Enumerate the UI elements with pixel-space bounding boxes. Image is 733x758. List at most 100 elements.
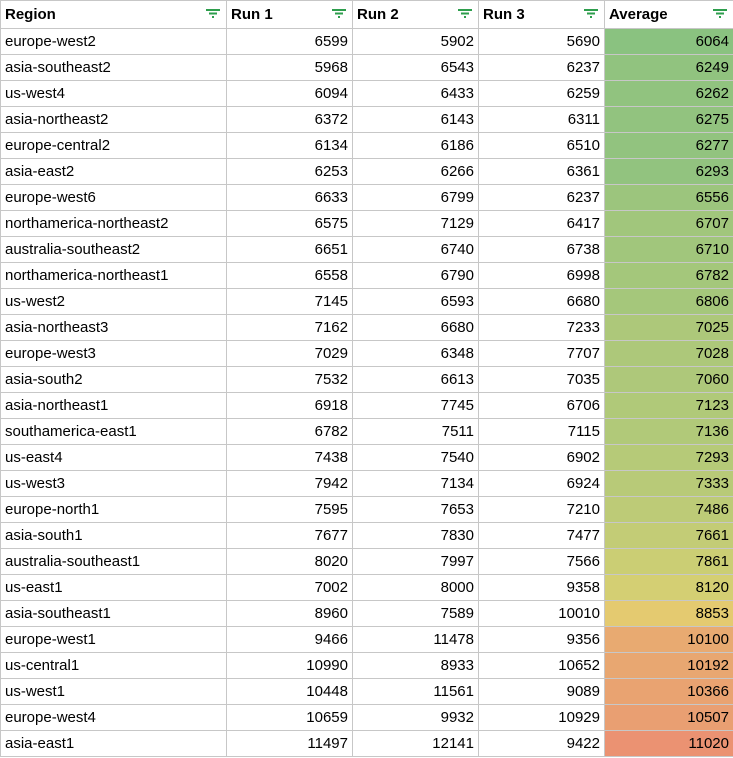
cell-average[interactable]: 6277: [604, 132, 733, 159]
cell-average[interactable]: 6262: [604, 80, 733, 107]
cell-region[interactable]: us-west3: [0, 470, 227, 497]
cell-run3[interactable]: 10652: [478, 652, 605, 679]
cell-run1[interactable]: 9466: [226, 626, 353, 653]
cell-region[interactable]: europe-north1: [0, 496, 227, 523]
filter-icon[interactable]: [332, 9, 346, 19]
cell-run2[interactable]: 6680: [352, 314, 479, 341]
cell-run3[interactable]: 7035: [478, 366, 605, 393]
cell-run2[interactable]: 11478: [352, 626, 479, 653]
cell-run3[interactable]: 10010: [478, 600, 605, 627]
cell-run3[interactable]: 6680: [478, 288, 605, 315]
cell-run2[interactable]: 7589: [352, 600, 479, 627]
filter-icon[interactable]: [584, 9, 598, 19]
cell-average[interactable]: 10366: [604, 678, 733, 705]
cell-region[interactable]: asia-south2: [0, 366, 227, 393]
cell-run1[interactable]: 7145: [226, 288, 353, 315]
cell-average[interactable]: 7486: [604, 496, 733, 523]
cell-run3[interactable]: 6924: [478, 470, 605, 497]
cell-average[interactable]: 8853: [604, 600, 733, 627]
cell-region[interactable]: asia-east2: [0, 158, 227, 185]
cell-run3[interactable]: 7566: [478, 548, 605, 575]
header-region[interactable]: Region: [0, 0, 227, 29]
cell-run3[interactable]: 6237: [478, 54, 605, 81]
cell-average[interactable]: 8120: [604, 574, 733, 601]
cell-region[interactable]: southamerica-east1: [0, 418, 227, 445]
cell-run1[interactable]: 10659: [226, 704, 353, 731]
cell-run1[interactable]: 8960: [226, 600, 353, 627]
cell-region[interactable]: asia-southeast1: [0, 600, 227, 627]
cell-run1[interactable]: 6134: [226, 132, 353, 159]
cell-run2[interactable]: 8933: [352, 652, 479, 679]
cell-average[interactable]: 6064: [604, 28, 733, 55]
cell-run1[interactable]: 6253: [226, 158, 353, 185]
cell-region[interactable]: northamerica-northeast2: [0, 210, 227, 237]
cell-region[interactable]: asia-northeast3: [0, 314, 227, 341]
cell-average[interactable]: 7028: [604, 340, 733, 367]
header-run3[interactable]: Run 3: [478, 0, 605, 29]
cell-average[interactable]: 6275: [604, 106, 733, 133]
cell-region[interactable]: europe-west6: [0, 184, 227, 211]
cell-run1[interactable]: 6918: [226, 392, 353, 419]
cell-run2[interactable]: 6790: [352, 262, 479, 289]
cell-run2[interactable]: 7830: [352, 522, 479, 549]
cell-run3[interactable]: 6237: [478, 184, 605, 211]
cell-average[interactable]: 10100: [604, 626, 733, 653]
filter-icon[interactable]: [458, 9, 472, 19]
cell-run3[interactable]: 9358: [478, 574, 605, 601]
cell-region[interactable]: europe-central2: [0, 132, 227, 159]
cell-run1[interactable]: 10990: [226, 652, 353, 679]
cell-average[interactable]: 6782: [604, 262, 733, 289]
cell-region[interactable]: asia-southeast2: [0, 54, 227, 81]
cell-average[interactable]: 6249: [604, 54, 733, 81]
cell-region[interactable]: asia-east1: [0, 730, 227, 757]
cell-run3[interactable]: 6902: [478, 444, 605, 471]
cell-average[interactable]: 7333: [604, 470, 733, 497]
cell-run2[interactable]: 11561: [352, 678, 479, 705]
cell-run1[interactable]: 7532: [226, 366, 353, 393]
cell-average[interactable]: 6556: [604, 184, 733, 211]
cell-region[interactable]: us-east4: [0, 444, 227, 471]
cell-region[interactable]: asia-northeast1: [0, 392, 227, 419]
cell-run2[interactable]: 6348: [352, 340, 479, 367]
cell-run1[interactable]: 6651: [226, 236, 353, 263]
cell-run2[interactable]: 6613: [352, 366, 479, 393]
header-run2[interactable]: Run 2: [352, 0, 479, 29]
cell-region[interactable]: us-west4: [0, 80, 227, 107]
cell-run3[interactable]: 6361: [478, 158, 605, 185]
cell-run3[interactable]: 6706: [478, 392, 605, 419]
cell-run3[interactable]: 5690: [478, 28, 605, 55]
cell-run2[interactable]: 6433: [352, 80, 479, 107]
cell-run2[interactable]: 6266: [352, 158, 479, 185]
cell-run2[interactable]: 7745: [352, 392, 479, 419]
cell-run3[interactable]: 9089: [478, 678, 605, 705]
cell-region[interactable]: europe-west3: [0, 340, 227, 367]
cell-region[interactable]: us-east1: [0, 574, 227, 601]
cell-run1[interactable]: 6782: [226, 418, 353, 445]
cell-run2[interactable]: 5902: [352, 28, 479, 55]
cell-run2[interactable]: 7129: [352, 210, 479, 237]
cell-region[interactable]: northamerica-northeast1: [0, 262, 227, 289]
cell-average[interactable]: 10507: [604, 704, 733, 731]
cell-run3[interactable]: 7707: [478, 340, 605, 367]
filter-icon[interactable]: [713, 9, 727, 19]
cell-run3[interactable]: 6510: [478, 132, 605, 159]
cell-average[interactable]: 7136: [604, 418, 733, 445]
cell-run3[interactable]: 6417: [478, 210, 605, 237]
cell-run2[interactable]: 6186: [352, 132, 479, 159]
cell-run1[interactable]: 6372: [226, 106, 353, 133]
cell-run3[interactable]: 9422: [478, 730, 605, 757]
cell-region[interactable]: asia-south1: [0, 522, 227, 549]
cell-run3[interactable]: 6738: [478, 236, 605, 263]
cell-run2[interactable]: 7511: [352, 418, 479, 445]
cell-run2[interactable]: 6543: [352, 54, 479, 81]
cell-run3[interactable]: 9356: [478, 626, 605, 653]
header-run1[interactable]: Run 1: [226, 0, 353, 29]
cell-average[interactable]: 6710: [604, 236, 733, 263]
cell-run2[interactable]: 6799: [352, 184, 479, 211]
cell-run2[interactable]: 7540: [352, 444, 479, 471]
cell-run2[interactable]: 8000: [352, 574, 479, 601]
cell-run1[interactable]: 7162: [226, 314, 353, 341]
cell-run2[interactable]: 6593: [352, 288, 479, 315]
cell-region[interactable]: europe-west4: [0, 704, 227, 731]
header-average[interactable]: Average: [604, 0, 733, 29]
